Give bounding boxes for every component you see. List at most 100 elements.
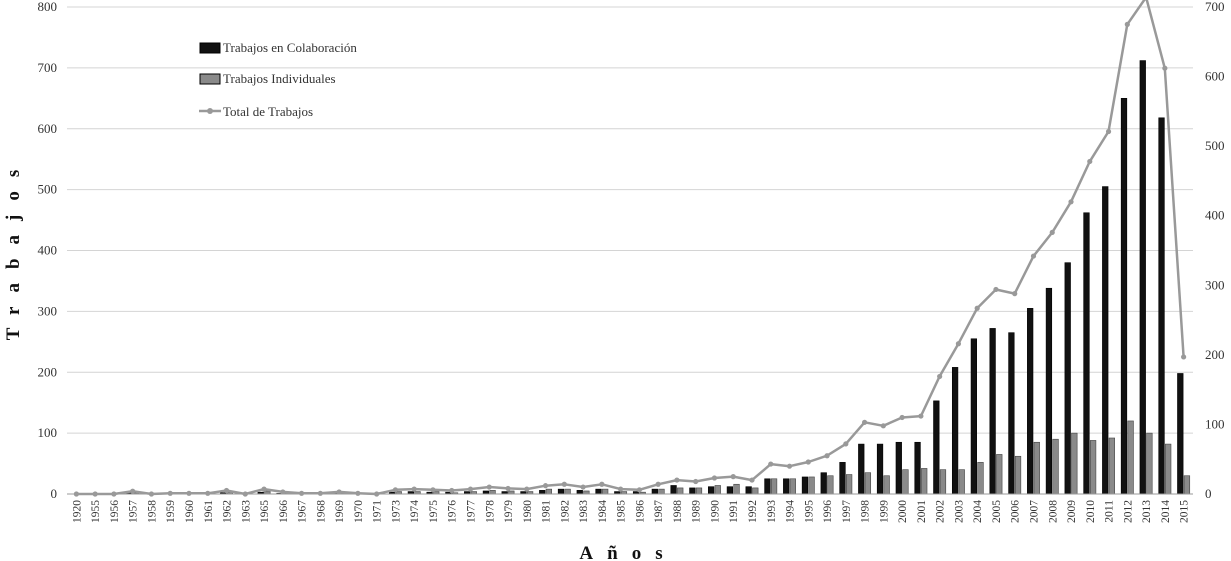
legend-label-individuales: Trabajos Individuales: [223, 71, 336, 86]
bar-colaboracion: [1027, 308, 1034, 495]
point-total-trabajos: [542, 483, 549, 489]
point-total-trabajos: [861, 419, 868, 425]
bar-individuales: [883, 475, 890, 495]
point-total-trabajos: [1068, 199, 1074, 205]
total-line: [73, 0, 1187, 497]
x-tick-label: 1955: [90, 500, 102, 523]
bar-individuales: [977, 462, 984, 495]
point-total-trabajos: [1105, 128, 1112, 135]
y-tick-label: 300: [38, 303, 58, 318]
x-tick-label: 1969: [334, 500, 346, 523]
point-total-trabajos: [1162, 65, 1168, 71]
point-total-trabajos: [580, 484, 586, 490]
bar-colaboracion: [914, 441, 921, 495]
bar-individuales: [602, 488, 609, 495]
x-tick-label: 1997: [841, 500, 853, 523]
y2-tick-label: 600: [1205, 69, 1225, 84]
bar-colaboracion: [670, 485, 677, 495]
point-total-trabajos: [130, 488, 136, 494]
x-tick-label: 1958: [146, 500, 158, 523]
bar-colaboracion: [1102, 186, 1109, 495]
x-tick-label: 1963: [240, 500, 252, 523]
line-total-trabajos: [76, 0, 1185, 496]
x-tick-label: 1999: [878, 500, 890, 523]
bar-individuales: [545, 488, 552, 495]
x-tick-label: 1993: [766, 500, 778, 523]
bar-individuales: [921, 468, 928, 495]
bar-colaboracion: [801, 476, 809, 495]
bar-individuales: [1165, 443, 1172, 495]
x-tick-label: 1987: [653, 500, 665, 523]
y2-tick-label: 200: [1205, 347, 1225, 362]
bar-individuales: [939, 469, 947, 495]
bar-individuales: [1089, 440, 1097, 495]
point-total-trabajos: [336, 489, 342, 495]
point-total-trabajos: [786, 463, 793, 469]
x-tick-label: 2014: [1160, 500, 1172, 523]
bar-colaboracion: [1045, 287, 1053, 495]
point-total-trabajos: [655, 481, 661, 487]
bar-colaboracion: [576, 490, 583, 495]
y-tick-label: 700: [38, 60, 58, 75]
bar-colaboracion: [895, 441, 902, 495]
bar-colaboracion: [1177, 373, 1184, 495]
x-tick-label: 1965: [259, 500, 271, 523]
bar-individuales: [489, 490, 496, 495]
bar-colaboracion: [858, 443, 865, 495]
point-total-trabajos: [993, 286, 999, 293]
x-tick-label: 2013: [1141, 500, 1153, 523]
bar-colaboracion: [933, 400, 940, 495]
bar-individuales: [846, 474, 853, 495]
x-tick-label: 2006: [1010, 500, 1022, 523]
bar-individuales: [902, 469, 909, 495]
bar-individuales: [808, 476, 815, 495]
bar-colaboracion: [595, 488, 602, 495]
x-tick-label: 1962: [222, 500, 234, 523]
bar-colaboracion: [764, 478, 771, 495]
x-tick-label: 1957: [128, 500, 140, 523]
y2-tick-label: 500: [1205, 138, 1225, 153]
bar-individuales: [714, 485, 721, 495]
x-tick-label: 2008: [1047, 500, 1059, 523]
point-total-trabajos: [937, 373, 943, 380]
bar-individuales: [1183, 475, 1191, 495]
bar-colaboracion: [970, 338, 977, 495]
point-total-trabajos: [486, 484, 492, 490]
bar-individuales: [733, 483, 740, 495]
point-total-trabajos: [561, 481, 567, 487]
x-tick-label: 1994: [785, 500, 797, 523]
bar-individuales: [958, 469, 965, 495]
bar-individuales: [677, 487, 684, 495]
x-tick-label: 1971: [372, 500, 384, 523]
point-total-trabajos: [693, 478, 699, 485]
x-tick-label: 1998: [860, 500, 872, 523]
x-tick-label: 2012: [1122, 500, 1134, 523]
point-total-trabajos: [1049, 229, 1055, 236]
bar-colaboracion: [1158, 117, 1165, 495]
legend: Trabajos en Colaboración Trabajos Indivi…: [199, 40, 357, 119]
x-tick-label: 1977: [466, 500, 478, 523]
grid-lines: [67, 6, 1193, 434]
bar-colaboracion: [989, 328, 996, 495]
bar-colaboracion: [708, 486, 715, 495]
y2-tick-label: 0: [1205, 486, 1212, 501]
left-y-ticks: 0 100 200 300 400 500 600 700 800: [38, 0, 58, 501]
bar-individuales: [789, 478, 796, 495]
bar-colaboracion: [689, 487, 696, 495]
point-total-trabajos: [843, 441, 849, 447]
point-total-trabajos: [223, 487, 230, 494]
y-tick-label: 800: [38, 0, 58, 14]
bar-colaboracion: [651, 488, 658, 495]
bar-colaboracion: [539, 490, 546, 495]
y2-tick-label: 100: [1205, 416, 1225, 431]
point-total-trabajos: [636, 487, 642, 493]
point-total-trabajos: [280, 489, 286, 495]
bar-individuales: [996, 454, 1003, 495]
x-tick-label: 1970: [353, 500, 365, 523]
legend-swatch-individuales: [199, 73, 221, 85]
bar-individuales: [1033, 441, 1040, 495]
bar-individuales: [827, 475, 834, 495]
bar-individuales: [695, 487, 703, 495]
point-total-trabajos: [899, 414, 905, 421]
